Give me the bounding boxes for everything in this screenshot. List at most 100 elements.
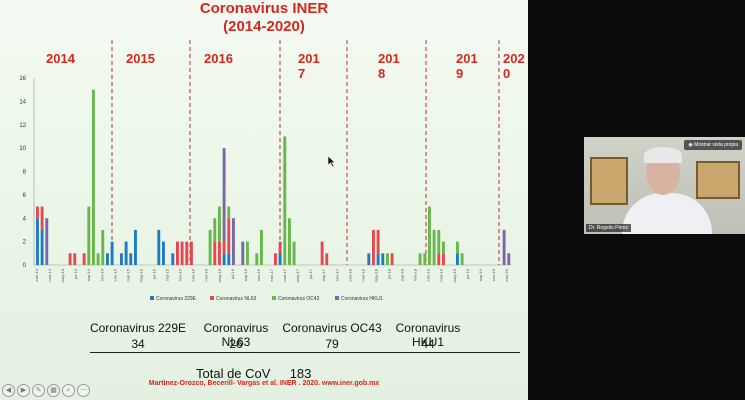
slide-subtitle: (2014-2020) (223, 18, 305, 35)
year-label-2019: 201 9 (456, 51, 478, 81)
bar-segment (456, 253, 459, 265)
x-tick-label: ene-19 (426, 268, 431, 281)
bar-segment (45, 218, 49, 265)
x-tick-label: mar-19 (439, 268, 444, 281)
x-tick-label: ene-18 (347, 268, 352, 281)
bar-segment (213, 241, 217, 265)
bar-segment (185, 241, 189, 265)
mouse-cursor-icon (328, 156, 336, 167)
legend-swatch (272, 296, 276, 300)
slides-grid-icon[interactable]: ▦ (47, 384, 60, 397)
summary-count-nl63: 26 (229, 337, 243, 351)
y-tick-label: 6 (23, 193, 27, 199)
coronavirus-bar-chart: 0 2 4 6 8 10 12 14 16 ene-14 mar-14 may-14 jul-14 sep… (19, 40, 512, 302)
x-tick-label: sep-17 (321, 268, 326, 281)
x-tick-label: sep-14 (86, 268, 91, 281)
bar-segment (92, 89, 95, 265)
bar-segment (36, 218, 39, 265)
x-tick-label: may-16 (217, 268, 222, 282)
bar-segment (134, 229, 137, 265)
pen-icon[interactable]: ✎ (32, 384, 45, 397)
summary-name-229e: Coronavirus 229E (89, 321, 187, 335)
bar-segment (428, 206, 431, 265)
bar-segment (232, 218, 235, 265)
bar-segment (176, 241, 179, 265)
x-tick-label: mar-16 (204, 268, 209, 281)
x-tick-label: mar-14 (47, 268, 52, 281)
year-label-2018: 201 8 (378, 51, 400, 81)
legend-label: Coronavirus 229E (156, 296, 197, 302)
bar-segment (124, 241, 128, 265)
zoom-icon[interactable]: ⌕ (62, 384, 75, 397)
bar-segment (101, 229, 105, 265)
x-tick-label: sep-15 (165, 268, 170, 281)
summary-name-oc43: Coronavirus OC43 (282, 321, 382, 335)
y-tick-label: 0 (23, 263, 27, 269)
x-tick-label: sep-18 (400, 268, 405, 281)
legend-swatch (335, 296, 339, 300)
year-label-2014: 2014 (46, 51, 75, 66)
summary-count-oc43: 79 (325, 337, 339, 351)
more-options-icon[interactable]: ⋯ (77, 384, 90, 397)
y-tick-label: 10 (19, 146, 26, 152)
year-label-2016: 2016 (204, 51, 233, 66)
y-tick-label: 8 (23, 170, 27, 176)
bar-segment (260, 229, 263, 265)
eye-icon: ◉ (688, 142, 695, 148)
bar-segment (418, 253, 422, 265)
total-label: Total de CoV (196, 366, 271, 381)
bar-segment (274, 253, 277, 265)
bar-segment (157, 229, 161, 265)
x-tick-label: ene-20 (504, 268, 509, 281)
year-label-2020: 202 0 (503, 51, 525, 81)
bar-segment (222, 253, 226, 265)
bar-segment (386, 253, 389, 265)
bar-segment (390, 253, 394, 265)
y-tick-label: 4 (23, 216, 27, 222)
x-tick-label: ene-14 (34, 268, 39, 281)
next-slide-icon[interactable]: ▶ (17, 384, 30, 397)
x-tick-label: jul-14 (73, 268, 78, 280)
show-self-view-label: Mostrar vista propia (694, 142, 738, 148)
participant-shirt (622, 193, 712, 234)
slide-title: Coronavirus INER (199, 0, 329, 17)
x-tick-label: sep-16 (243, 268, 248, 281)
legend-label: Coronavirus NL63 (216, 296, 257, 302)
bar-segment (213, 218, 217, 242)
bar-segment (227, 206, 231, 219)
x-tick-label: sep-19 (478, 268, 483, 281)
bar-segment (162, 241, 165, 265)
year-label-2017: 201 7 (298, 51, 320, 81)
x-tick-label: jul-16 (230, 268, 235, 280)
show-self-view-button[interactable]: ◉ Mostrar vista propia (684, 140, 742, 150)
bar-segment (372, 229, 375, 265)
bar-segment (381, 253, 385, 265)
summary-name-hku1: Coronavirus HKU1 (395, 321, 461, 349)
presentation-slide: Coronavirus INER (2014-2020) 2014 2015 2… (0, 0, 528, 400)
bar-segment (208, 229, 212, 265)
bar-segment (87, 206, 91, 265)
bar-segment (246, 241, 249, 265)
y-tick-label: 12 (19, 123, 26, 129)
bar-segment (507, 253, 511, 265)
bar-segment (180, 241, 184, 265)
bar-segment (82, 253, 86, 265)
legend-label: Coronavirus HKU1 (341, 296, 383, 302)
x-tick-label: may-15 (138, 268, 143, 282)
x-tick-label: jul-15 (152, 268, 157, 280)
x-tick-label: may-14 (60, 268, 65, 282)
participant-video-tile[interactable]: ◉ Mostrar vista propia Dr. Rogelio Pérez (584, 137, 745, 234)
bar-segment (222, 148, 226, 242)
previous-slide-icon[interactable]: ◀ (2, 384, 15, 397)
legend-swatch (210, 296, 214, 300)
bar-segment (325, 253, 329, 265)
legend-label: Coronavirus OC43 (278, 296, 320, 302)
bar-segment (456, 241, 459, 254)
x-tick-label: may-17 (295, 268, 300, 282)
summary-count-hku1: 44 (421, 337, 435, 351)
bar-segment (227, 218, 231, 254)
summary-divider (90, 352, 520, 353)
bar-segment (40, 229, 44, 265)
x-tick-label: nov-16 (256, 268, 261, 281)
bar-segment (376, 229, 380, 254)
